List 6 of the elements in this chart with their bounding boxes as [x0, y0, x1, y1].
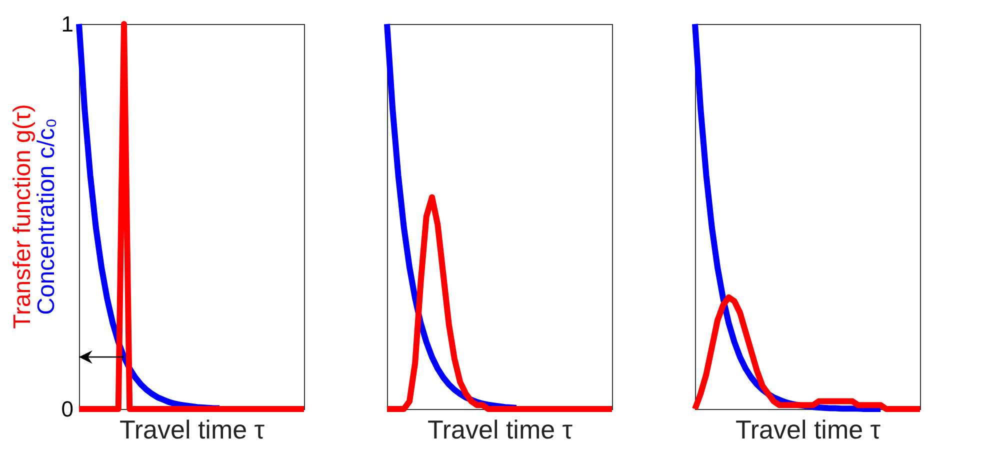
x-axis-title: Travel time τ [427, 414, 574, 444]
text: Transfer function g(τ) [9, 104, 36, 329]
y-tick-label: 0 [61, 396, 74, 422]
y-tick-label: 1 [61, 12, 74, 36]
x-axis-title: Travel time τ [735, 414, 882, 444]
x-axis-title: Travel time τ [119, 414, 266, 444]
